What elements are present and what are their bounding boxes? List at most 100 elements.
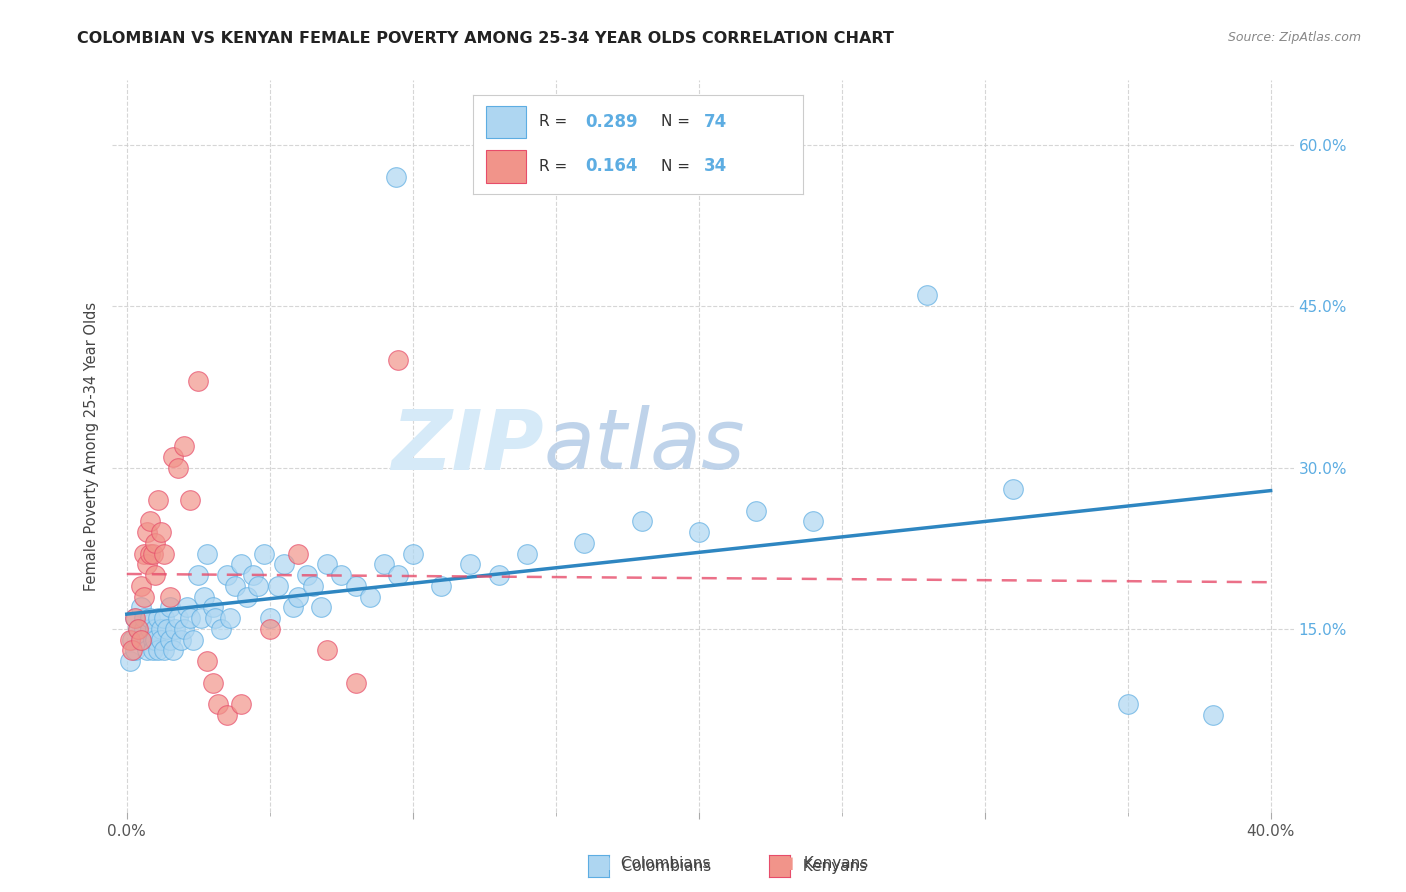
Point: [301, 579, 323, 593]
Point: [316, 558, 339, 572]
Point: [287, 590, 309, 604]
Point: [215, 568, 238, 582]
Point: [1202, 707, 1225, 722]
Text: atlas: atlas: [544, 406, 745, 486]
Point: [209, 622, 232, 636]
Point: [135, 643, 157, 657]
Point: [187, 375, 209, 389]
Point: [145, 632, 167, 647]
Point: [316, 643, 339, 657]
Point: [384, 170, 406, 185]
Point: [150, 524, 173, 539]
Point: [129, 632, 152, 647]
Point: [141, 632, 163, 647]
Point: [231, 558, 253, 572]
Point: [150, 632, 173, 647]
Point: [917, 288, 939, 302]
Point: [402, 547, 425, 561]
Point: [121, 632, 143, 647]
Point: [179, 492, 201, 507]
Point: [359, 590, 381, 604]
Point: [430, 579, 453, 593]
Point: [167, 460, 190, 475]
Point: [247, 579, 270, 593]
Point: [201, 675, 224, 690]
Point: [242, 568, 264, 582]
Text: Colombians: Colombians: [616, 856, 710, 871]
Point: [176, 600, 198, 615]
Point: [159, 632, 181, 647]
Point: [179, 611, 201, 625]
Point: [153, 611, 176, 625]
Point: [516, 547, 538, 561]
Point: [129, 632, 152, 647]
Point: [132, 547, 155, 561]
Point: [127, 622, 149, 636]
Point: [159, 590, 181, 604]
Point: [127, 622, 149, 636]
Point: [630, 514, 652, 528]
Point: [153, 547, 176, 561]
Point: [159, 600, 181, 615]
Point: [344, 675, 367, 690]
Point: [267, 579, 290, 593]
Point: [1116, 697, 1139, 711]
Point: [121, 643, 143, 657]
Point: [201, 600, 224, 615]
Point: [165, 622, 187, 636]
Point: [153, 643, 176, 657]
Point: [124, 611, 146, 625]
Point: [173, 439, 195, 453]
Point: [295, 568, 318, 582]
Text: COLOMBIAN VS KENYAN FEMALE POVERTY AMONG 25-34 YEAR OLDS CORRELATION CHART: COLOMBIAN VS KENYAN FEMALE POVERTY AMONG…: [77, 31, 894, 46]
Point: [135, 558, 157, 572]
Point: [488, 568, 510, 582]
Point: [373, 558, 395, 572]
Point: [145, 622, 167, 636]
Point: [145, 568, 167, 582]
Point: [330, 568, 353, 582]
Point: [124, 643, 146, 657]
Point: [218, 611, 240, 625]
Point: [124, 611, 146, 625]
Point: [181, 632, 204, 647]
Point: [204, 611, 226, 625]
Point: [173, 622, 195, 636]
Point: [162, 450, 184, 464]
Point: [145, 536, 167, 550]
Point: [688, 524, 710, 539]
Point: [207, 697, 229, 711]
Point: [138, 622, 160, 636]
Point: [118, 632, 141, 647]
Point: [132, 622, 155, 636]
Point: [273, 558, 295, 572]
Y-axis label: Female Poverty Among 25-34 Year Olds: Female Poverty Among 25-34 Year Olds: [84, 301, 100, 591]
Point: [193, 590, 215, 604]
Text: ▪: ▪: [778, 852, 794, 875]
Text: Colombians: Colombians: [612, 859, 711, 873]
Point: [150, 622, 173, 636]
Point: [118, 654, 141, 668]
Point: [745, 503, 768, 517]
Point: [253, 547, 276, 561]
Point: [195, 654, 218, 668]
Text: ▪: ▪: [595, 852, 612, 875]
Point: [129, 600, 152, 615]
Point: [170, 632, 193, 647]
Text: Kenyans: Kenyans: [799, 856, 868, 871]
Point: [156, 622, 179, 636]
Point: [574, 536, 596, 550]
Point: [138, 514, 160, 528]
Point: [344, 579, 367, 593]
Point: [129, 579, 152, 593]
Point: [148, 611, 170, 625]
Point: [224, 579, 246, 593]
Point: [187, 568, 209, 582]
Point: [458, 558, 481, 572]
Point: [259, 622, 281, 636]
Point: [231, 697, 253, 711]
Point: [141, 547, 163, 561]
Point: [148, 492, 170, 507]
Point: [138, 547, 160, 561]
Point: [138, 611, 160, 625]
